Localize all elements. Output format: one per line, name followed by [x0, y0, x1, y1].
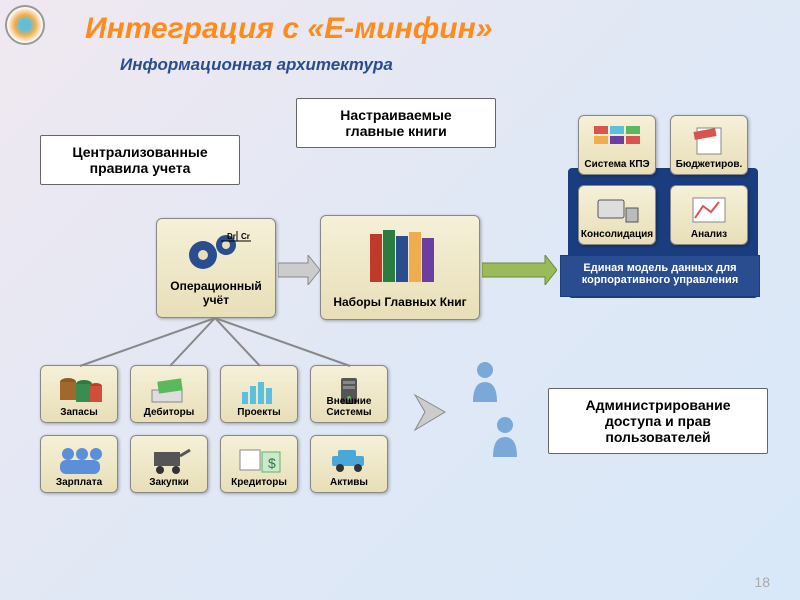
block-ext: ВнешниеСистемы: [310, 365, 388, 423]
block-label: Консолидация: [579, 229, 655, 240]
user-icon: [490, 415, 520, 460]
connector-lines: [60, 318, 400, 368]
block-label: Система КПЭ: [579, 159, 655, 170]
doc-icon: [689, 124, 729, 161]
connector-arrow-icon: [410, 390, 455, 435]
block-label: Кредиторы: [221, 477, 297, 488]
barrels-icon: [54, 374, 104, 411]
chart-icon: [689, 194, 729, 231]
block-po: Закупки: [130, 435, 208, 493]
cart-icon: [144, 444, 194, 481]
callout-accounting-rules: Централизованныеправила учета: [40, 135, 240, 185]
page-number: 18: [754, 574, 770, 590]
bars-icon: [234, 374, 284, 411]
grid-icon: [592, 124, 642, 161]
subtitle: Информационная архитектура: [120, 55, 393, 75]
block-proj: Проекты: [220, 365, 298, 423]
block-cons: Консолидация: [578, 185, 656, 245]
callout-admin: Администрированиедоступа и правпользоват…: [548, 388, 768, 454]
block-books: Наборы Главных Книг: [320, 215, 480, 320]
block-ap: $ Кредиторы: [220, 435, 298, 493]
block-pay: Зарплата: [40, 435, 118, 493]
block-label: Закупки: [131, 477, 207, 488]
block-label: Запасы: [41, 407, 117, 418]
money-icon: $: [234, 444, 284, 481]
block-op: Dr Cr Операционныйучёт: [156, 218, 276, 318]
pc-icon: [592, 194, 642, 231]
block-kpi: Система КПЭ: [578, 115, 656, 175]
car-icon: [324, 444, 374, 481]
emblem-logo: [5, 5, 45, 45]
user-icon: [470, 360, 500, 405]
svg-text:$: $: [268, 455, 276, 471]
block-budg: Бюджетиров.: [670, 115, 748, 175]
arrow-books-to-kpi: [482, 255, 557, 285]
arrow-op-to-books: [278, 255, 320, 285]
cash-icon: [144, 374, 194, 411]
block-asset: Активы: [310, 435, 388, 493]
block-ar: Дебиторы: [130, 365, 208, 423]
block-label: Операционныйучёт: [157, 279, 275, 307]
block-label: Активы: [311, 477, 387, 488]
block-anal: Анализ: [670, 185, 748, 245]
block-label: ВнешниеСистемы: [311, 396, 387, 418]
block-label: Проекты: [221, 407, 297, 418]
page-title: Интеграция с «Е-минфин»: [85, 12, 492, 46]
block-label: Наборы Главных Книг: [321, 295, 479, 309]
callout-ledgers: Настраиваемыеглавные книги: [296, 98, 496, 148]
block-label: Бюджетиров.: [671, 159, 747, 170]
data-model-panel: Единая модель данных длякорпоративного у…: [560, 255, 760, 297]
people-icon: [54, 444, 104, 481]
block-inv: Запасы: [40, 365, 118, 423]
svg-text:Dr: Dr: [227, 232, 236, 241]
books-icon: [355, 224, 445, 294]
svg-text:Cr: Cr: [241, 232, 250, 241]
gears-icon: Dr Cr: [181, 227, 251, 282]
block-label: Дебиторы: [131, 407, 207, 418]
block-label: Анализ: [671, 229, 747, 240]
block-label: Зарплата: [41, 477, 117, 488]
